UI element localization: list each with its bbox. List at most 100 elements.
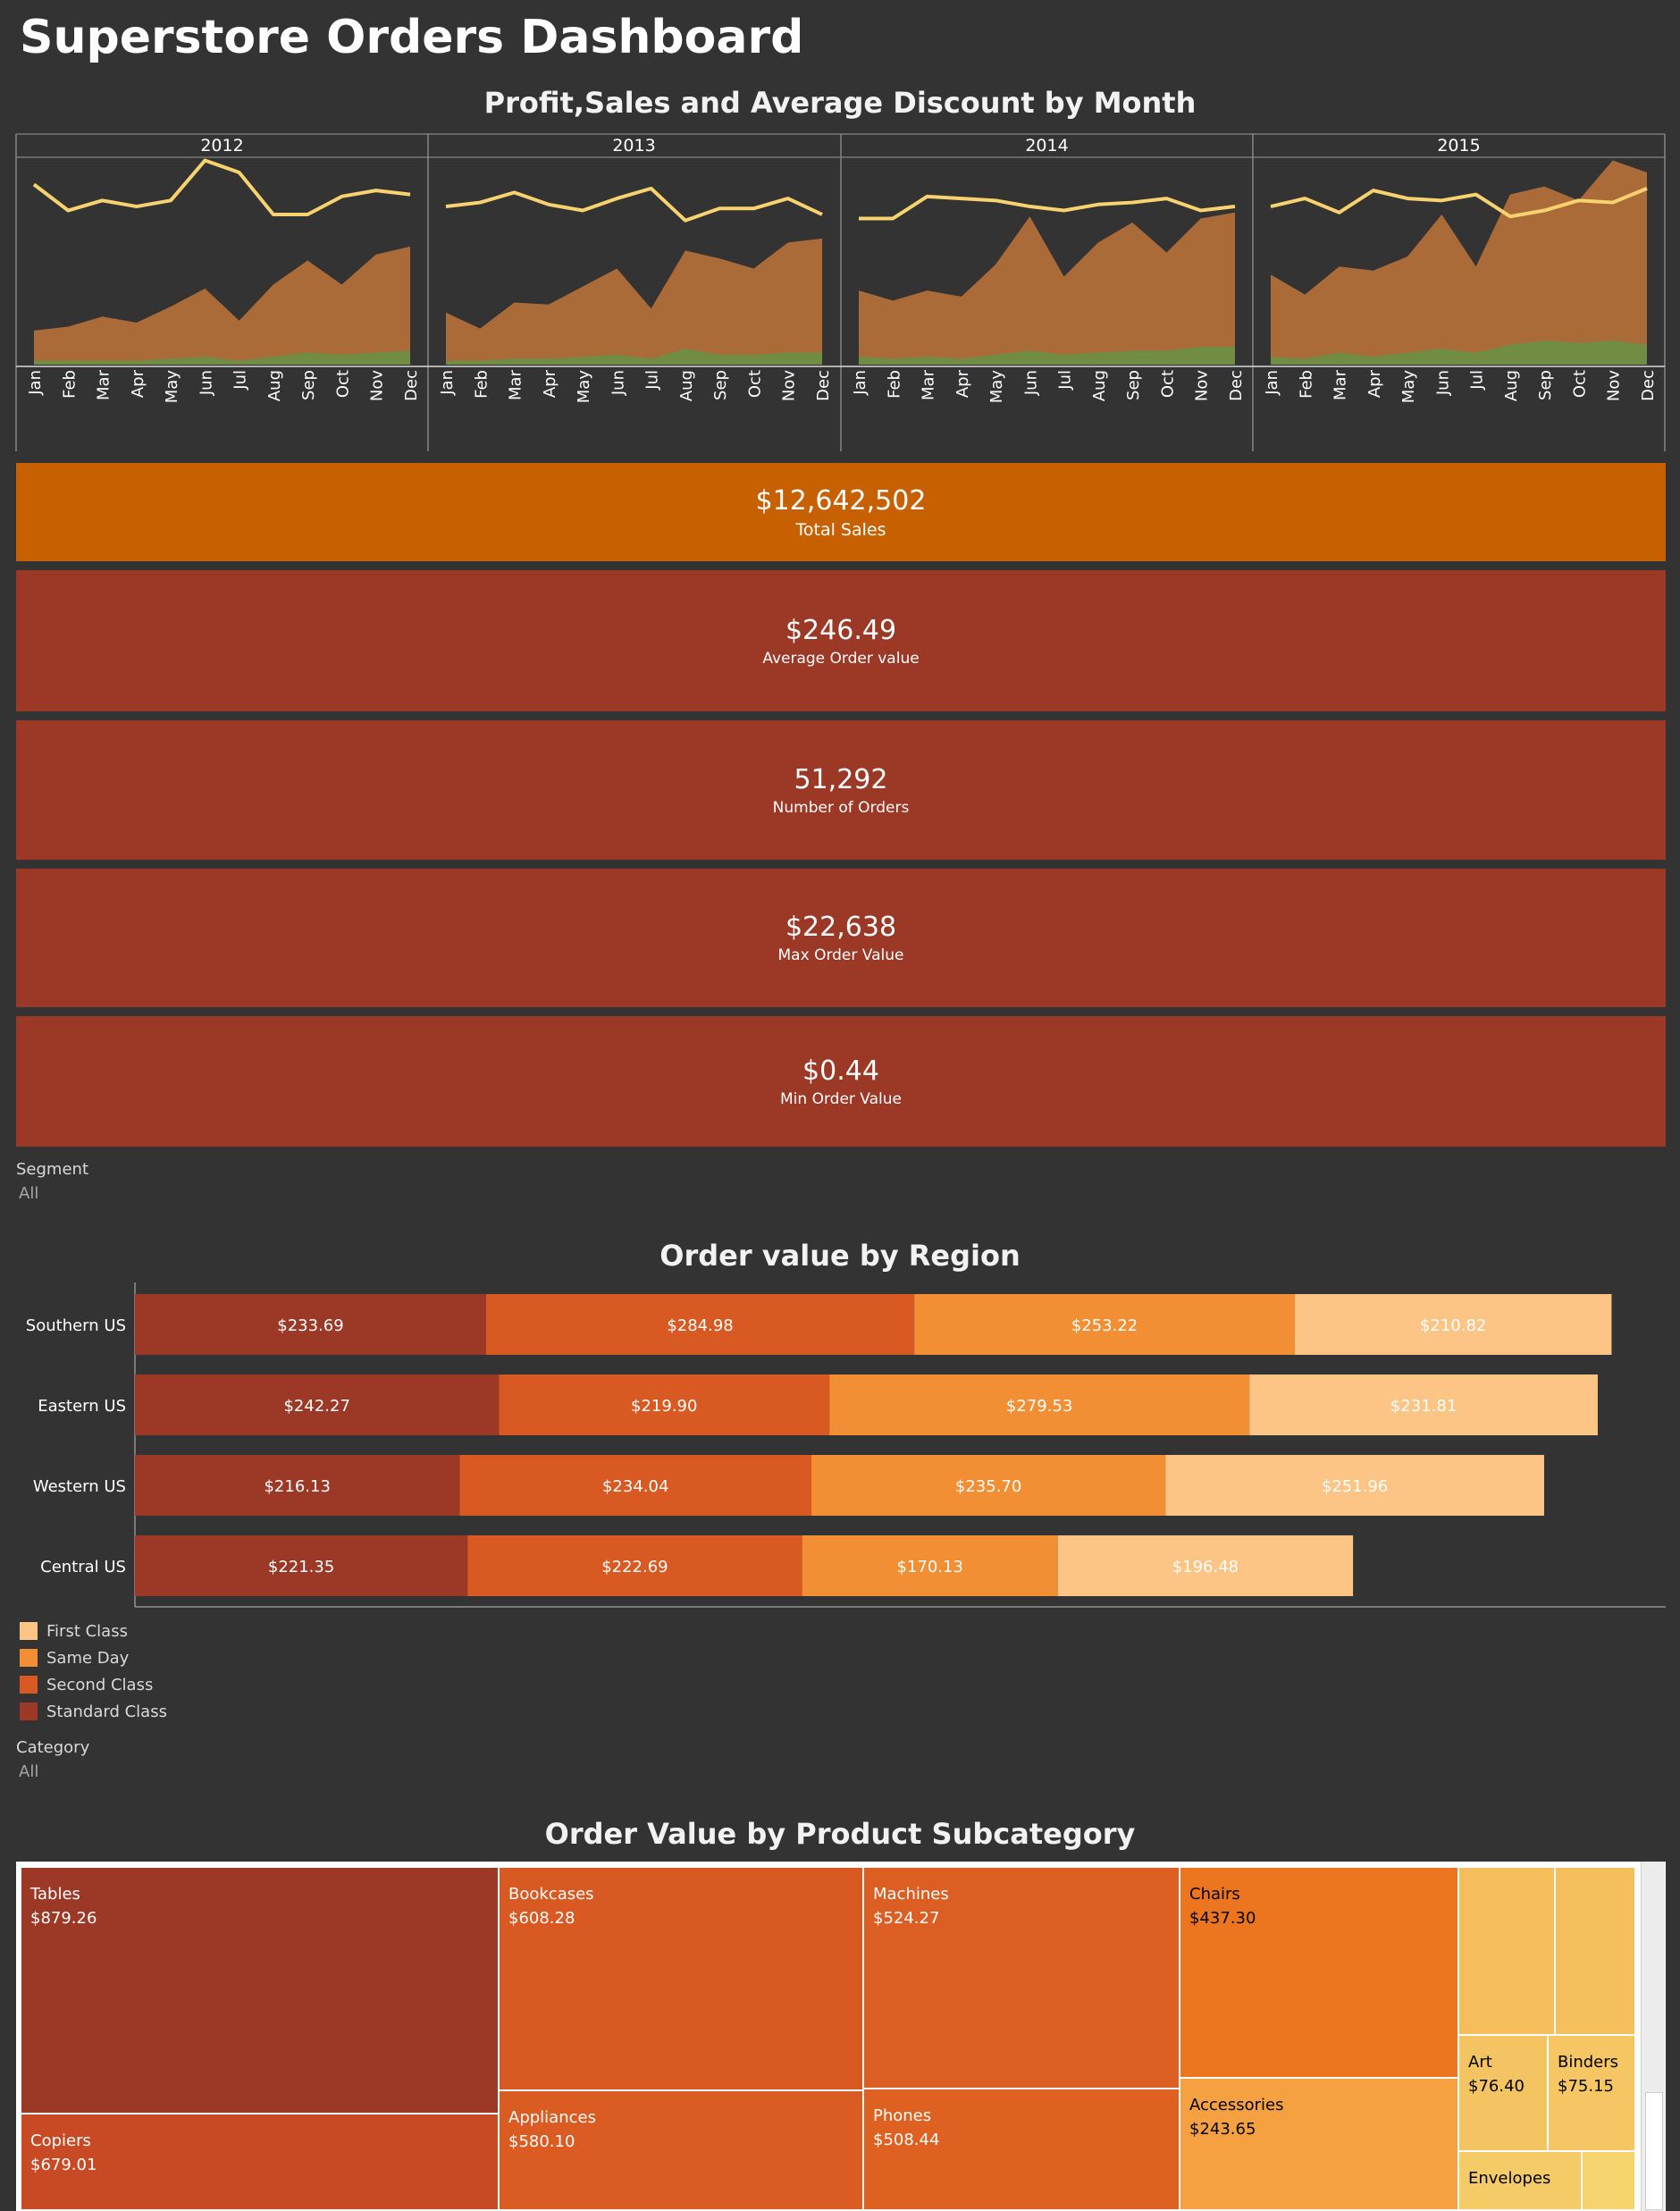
line-chart-title: Profit,Sales and Average Discount by Mon… (483, 86, 1197, 120)
treemap-cell-name: Envelopes (1468, 2169, 1551, 2188)
treemap-cell-art[interactable]: Art $76.40 (1457, 2034, 1549, 2152)
region-label: Southern US (26, 1316, 126, 1335)
bar-segment (459, 1455, 811, 1516)
treemap-cell-unlabeled-2[interactable] (1554, 1866, 1636, 2036)
month-tick-label: Feb (60, 370, 79, 399)
treemap: Tables $879.26 Copiers $679.01 Bookcases… (16, 1862, 1666, 2211)
year-label: 2012 (200, 136, 243, 156)
kpi-max-order-value-value: $22,638 (785, 912, 897, 943)
segment-filter-dropdown[interactable]: All (19, 1184, 39, 1203)
treemap-scrollbar[interactable] (1641, 1862, 1665, 2211)
month-tick-label: Sep (1536, 370, 1555, 400)
profit-area (1271, 340, 1647, 365)
month-tick-label: Jun (609, 370, 627, 396)
bar-value-label: $231.81 (1390, 1397, 1457, 1416)
bar-chart-title: Order value by Region (659, 1239, 1021, 1273)
kpi-min-order-value-label: Min Order Value (780, 1089, 902, 1108)
treemap-cell-envelopes[interactable]: Envelopes (1457, 2150, 1583, 2211)
month-tick-label: May (575, 370, 593, 404)
discount-line (1270, 187, 1648, 219)
month-tick-label: Oct (333, 370, 352, 398)
treemap-cell-value: $75.15 (1558, 2077, 1614, 2096)
bar-value-label: $196.48 (1172, 1558, 1239, 1576)
month-tick-label: May (163, 370, 181, 404)
kpi-number-of-orders: 51,292 Number of Orders (16, 720, 1666, 860)
month-tick-label: Dec (1639, 370, 1658, 401)
treemap-cell-name: Art (1468, 2053, 1492, 2072)
bar-segment (485, 1294, 915, 1355)
year-label: 2015 (1437, 136, 1480, 156)
bar-value-label: $234.04 (602, 1477, 668, 1496)
treemap-cell-name: Phones (873, 2106, 932, 2125)
kpi-min-order-value: $0.44 Min Order Value (16, 1016, 1666, 1147)
month-tick-label: Apr (1365, 369, 1384, 398)
treemap-cell-phones[interactable]: Phones $508.44 (862, 2088, 1180, 2211)
month-tick-label: Nov (1193, 370, 1212, 401)
treemap-cell-copiers[interactable]: Copiers $679.01 (20, 2113, 500, 2211)
month-tick-label: May (987, 370, 1006, 404)
category-filter-dropdown[interactable]: All (19, 1762, 39, 1781)
profit-area (859, 346, 1235, 365)
treemap-cell-accessories[interactable]: Accessories $243.65 (1179, 2077, 1459, 2211)
legend-label: Second Class (46, 1675, 154, 1694)
month-tick-label: Nov (1605, 370, 1624, 401)
month-tick-label: Apr (541, 369, 559, 398)
treemap-scrollbar-thumb[interactable] (1645, 2092, 1663, 2210)
treemap-cell-name: Accessories (1189, 2096, 1284, 2114)
treemap-cell-bookcases[interactable]: Bookcases $608.28 (498, 1866, 864, 2091)
month-tick-label: Feb (885, 370, 903, 399)
month-tick-label: Sep (711, 370, 730, 400)
month-tick-label: Aug (265, 370, 284, 401)
bar-segment (135, 1294, 486, 1355)
month-tick-label: Feb (1297, 370, 1315, 399)
treemap-cell-unlabeled-3[interactable] (1581, 2150, 1636, 2211)
legend-item-standard-class[interactable]: Standard Class (20, 1698, 167, 1725)
month-tick-label: Mar (920, 369, 938, 400)
month-tick-label: Jan (851, 370, 869, 396)
month-tick-label: Jul (643, 370, 662, 391)
bar-segment (811, 1455, 1166, 1516)
bar-value-label: $170.13 (896, 1558, 962, 1576)
legend-item-first-class[interactable]: First Class (20, 1618, 167, 1644)
treemap-cell-value: $524.27 (873, 1909, 940, 1928)
treemap-cell-unlabeled-1[interactable] (1457, 1866, 1556, 2036)
kpi-max-order-value: $22,638 Max Order Value (16, 869, 1666, 1007)
kpi-average-order-value: $246.49 Average Order value (16, 570, 1666, 711)
bar-segment (829, 1375, 1250, 1435)
bar-segment (914, 1294, 1295, 1355)
kpi-min-order-value-value: $0.44 (802, 1055, 879, 1087)
legend-swatch (20, 1622, 38, 1640)
treemap-cell-machines[interactable]: Machines $524.27 (862, 1866, 1180, 2089)
discount-line (32, 158, 411, 216)
month-tick-label: Jun (1021, 370, 1040, 396)
month-tick-label: Jul (1468, 370, 1487, 391)
year-label: 2013 (612, 136, 655, 156)
month-tick-label: Dec (814, 370, 833, 401)
bar-segment (135, 1535, 468, 1596)
legend-label: First Class (46, 1621, 128, 1641)
month-tick-label: Nov (368, 370, 387, 401)
month-tick-label: Dec (1227, 370, 1246, 401)
kpi-total-sales-label: Total Sales (795, 519, 886, 540)
legend-swatch (20, 1702, 38, 1720)
month-tick-label: Mar (95, 369, 113, 400)
profit-area (34, 350, 410, 365)
bar-value-label: $233.69 (277, 1316, 343, 1335)
legend-swatch (20, 1649, 38, 1667)
bar-value-label: $221.35 (268, 1558, 334, 1576)
treemap-cell-binders[interactable]: Binders $75.15 (1547, 2034, 1636, 2152)
bar-segment (135, 1375, 500, 1435)
legend-label: Same Day (46, 1648, 130, 1668)
dashboard-title: Superstore Orders Dashboard (20, 11, 804, 64)
treemap-cell-chairs[interactable]: Chairs $437.30 (1179, 1866, 1459, 2079)
treemap-cell-appliances[interactable]: Appliances $580.10 (498, 2089, 864, 2211)
treemap-cell-tables[interactable]: Tables $879.26 (20, 1866, 500, 2114)
bar-segment (1057, 1535, 1354, 1596)
bar-segment (135, 1455, 460, 1516)
month-tick-label: Jul (231, 370, 250, 391)
bar-value-label: $253.22 (1071, 1316, 1138, 1335)
legend-item-same-day[interactable]: Same Day (20, 1644, 167, 1671)
legend-item-second-class[interactable]: Second Class (20, 1671, 167, 1698)
treemap-cell-value: $580.10 (508, 2132, 575, 2151)
bar-chart: Southern US $233.69 $284.98 $253.22 $210.82 E… (26, 1282, 1666, 1608)
